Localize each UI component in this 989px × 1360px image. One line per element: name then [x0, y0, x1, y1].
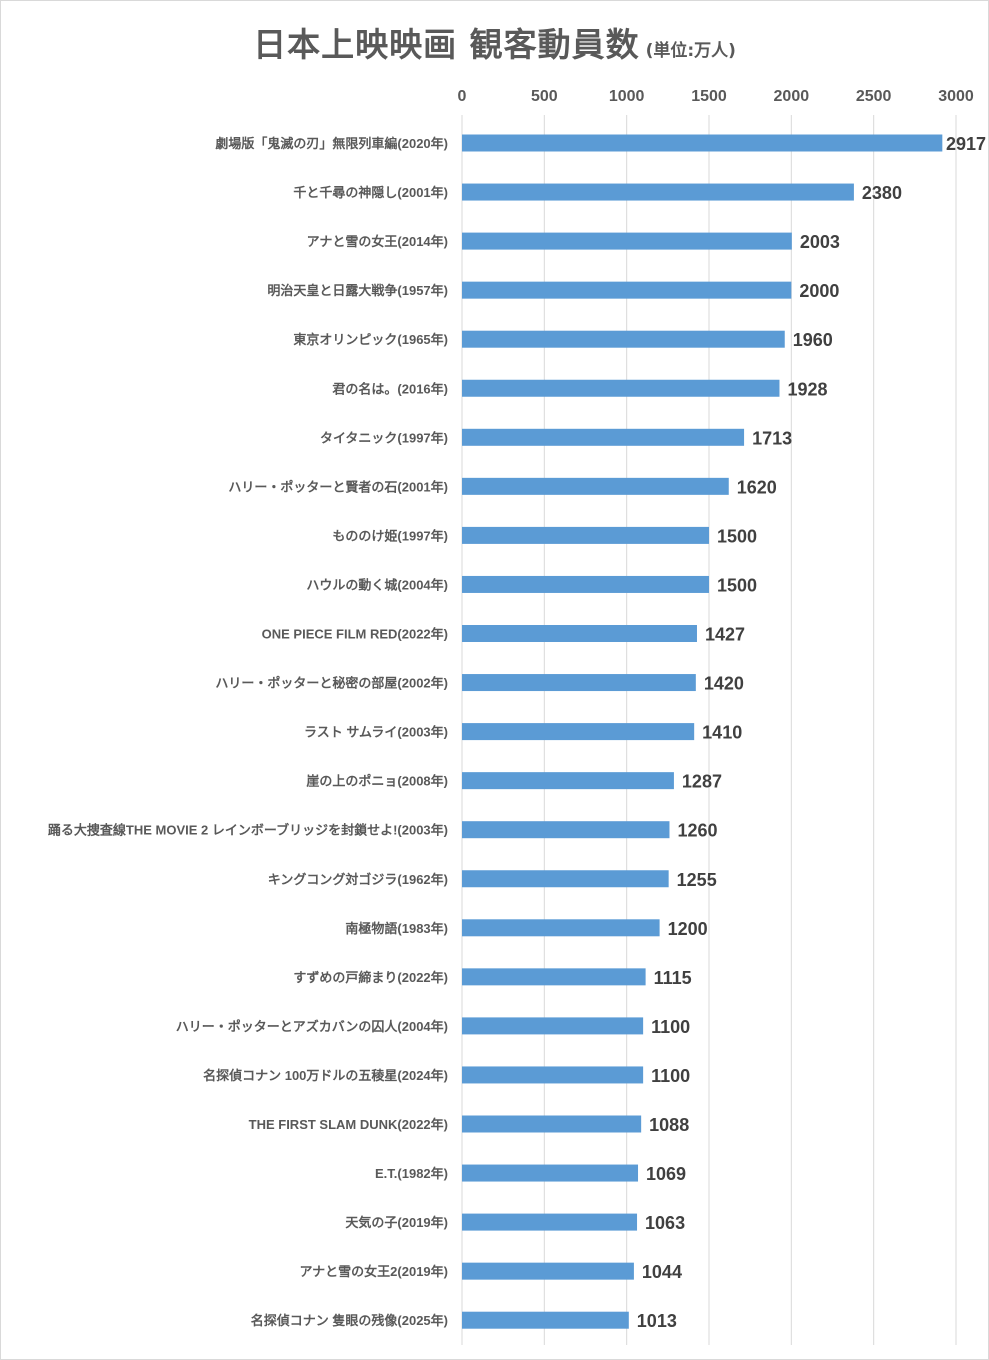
category-label: 劇場版「鬼滅の刃」無限列車編(2020年) — [215, 136, 448, 151]
x-tick-label: 1000 — [609, 88, 645, 105]
bar — [462, 281, 792, 299]
bar — [462, 526, 709, 544]
category-label: 天気の子(2019年) — [345, 1215, 448, 1230]
category-label: 明治天皇と日露大戦争(1957年) — [267, 283, 448, 298]
category-label: E.T.(1982年) — [375, 1166, 448, 1181]
data-label: 1420 — [704, 674, 744, 694]
category-label: ハウルの動く城(2004年) — [306, 577, 448, 592]
data-label: 1500 — [717, 575, 757, 595]
category-label: アナと雪の女王2(2019年) — [299, 1264, 448, 1279]
bar — [462, 575, 709, 593]
bar — [462, 968, 646, 986]
data-label: 1115 — [654, 968, 692, 988]
x-tick-label: 3000 — [938, 88, 974, 105]
bar — [462, 1213, 638, 1231]
category-label: ラスト サムライ(2003年) — [304, 725, 448, 740]
data-label: 1928 — [787, 379, 827, 399]
category-label: THE FIRST SLAM DUNK(2022年) — [249, 1117, 448, 1132]
chart-title: 日本上映映画 観客動員数 — [253, 25, 640, 64]
data-label: 1427 — [705, 625, 745, 645]
bar — [462, 772, 674, 790]
chart-unit-label: (単位:万人) — [645, 41, 736, 61]
x-tick-label: 500 — [531, 88, 558, 105]
data-label: 1255 — [677, 870, 717, 890]
data-label: 2000 — [799, 281, 839, 301]
bar — [462, 330, 785, 348]
bar — [462, 428, 745, 446]
bar — [462, 477, 729, 495]
data-label: 1044 — [642, 1262, 682, 1282]
x-tick-label: 0 — [458, 88, 467, 105]
data-label: 2003 — [800, 232, 840, 252]
bar — [462, 821, 670, 839]
category-label: 崖の上のポニョ(2008年) — [306, 774, 448, 789]
category-label: 千と千尋の神隠し(2001年) — [293, 185, 448, 200]
bar — [462, 723, 695, 741]
gridlines — [461, 115, 957, 1345]
category-label: 君の名は。(2016年) — [332, 381, 448, 396]
data-label: 2917 — [946, 134, 986, 154]
bar — [462, 1066, 644, 1084]
data-label: 1287 — [682, 772, 722, 792]
bar — [462, 232, 792, 250]
data-label: 1500 — [717, 526, 757, 546]
category-label: もののけ姫(1997年) — [332, 528, 448, 543]
category-label: 南極物語(1983年) — [345, 921, 448, 936]
bar — [462, 625, 697, 642]
chart-title-block: 日本上映映画 観客動員数 (単位:万人) — [0, 18, 989, 66]
x-tick-label: 2500 — [856, 88, 892, 105]
bar — [462, 1262, 634, 1280]
x-tick-label: 2000 — [774, 88, 810, 105]
bars — [462, 134, 943, 1329]
category-label: 名探偵コナン 100万ドルの五稜星(2024年) — [203, 1068, 448, 1083]
bar — [462, 134, 943, 152]
category-label: アナと雪の女王(2014年) — [307, 234, 448, 249]
category-label: ハリー・ポッターとアズカバンの囚人(2004年) — [176, 1019, 448, 1034]
category-labels: 劇場版「鬼滅の刃」無限列車編(2020年) 千と千尋の神隠し(2001年) アナと雪… — [48, 136, 448, 1328]
category-label: 名探偵コナン 隻眼の残像(2025年) — [251, 1313, 448, 1328]
category-label: 踊る大捜査線THE MOVIE 2 レインボーブリッジを封鎖せよ!(2003年) — [48, 823, 448, 838]
x-axis-ticks: 0 500 1000 1500 2000 2500 3000 — [458, 88, 974, 105]
data-label: 1713 — [752, 428, 792, 448]
category-label: ハリー・ポッターと秘密の部屋(2002年) — [215, 676, 448, 691]
bar — [462, 919, 660, 937]
data-label: 2380 — [862, 183, 902, 203]
data-label: 1620 — [737, 477, 777, 497]
category-label: キングコング対ゴジラ(1962年) — [268, 872, 448, 887]
data-label: 1069 — [646, 1164, 686, 1184]
data-label: 1088 — [649, 1115, 689, 1135]
bar — [462, 183, 854, 201]
data-label: 1200 — [668, 919, 708, 939]
category-label: タイタニック(1997年) — [320, 430, 448, 445]
bar — [462, 379, 780, 397]
category-label: ONE PIECE FILM RED(2022年) — [262, 627, 448, 642]
bar — [462, 1115, 642, 1133]
bar — [462, 1017, 644, 1035]
bar — [462, 1164, 639, 1182]
data-label: 1100 — [651, 1017, 690, 1037]
data-labels: 2917 2380 2003 2000 1960 1928 1713 1620 1500 1500… — [637, 134, 986, 1331]
data-label: 1013 — [637, 1311, 677, 1331]
data-label: 1260 — [677, 821, 717, 841]
data-label: 1100 — [651, 1066, 690, 1086]
category-label: 東京オリンピック(1965年) — [293, 332, 448, 347]
category-label: ハリー・ポッターと賢者の石(2001年) — [228, 479, 448, 494]
x-tick-label: 1500 — [691, 88, 727, 105]
data-label: 1410 — [702, 723, 742, 743]
bar — [462, 674, 696, 692]
bar — [462, 1311, 629, 1329]
bar — [462, 870, 669, 888]
data-label: 1063 — [645, 1213, 685, 1233]
data-label: 1960 — [793, 330, 833, 350]
category-label: すずめの戸締まり(2022年) — [293, 970, 448, 985]
